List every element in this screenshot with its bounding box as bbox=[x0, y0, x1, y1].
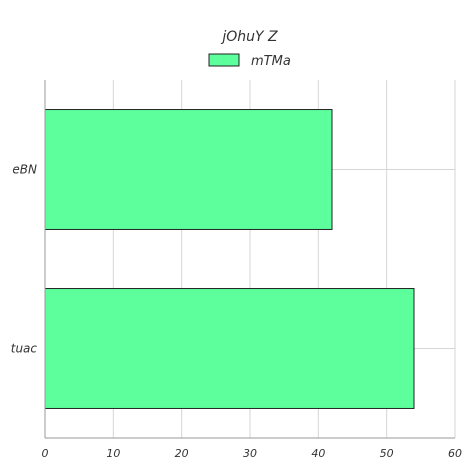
x-tick-label: 30 bbox=[243, 447, 257, 460]
legend: mTMa bbox=[208, 53, 291, 69]
legend-swatch bbox=[208, 53, 240, 67]
bar-eBN bbox=[44, 109, 333, 230]
bars bbox=[44, 109, 415, 409]
x-tick-label: 10 bbox=[106, 447, 120, 460]
x-tick-labels: 0 10 20 30 40 50 60 bbox=[42, 447, 463, 460]
bar-tuac bbox=[44, 288, 415, 409]
x-tick-label: 40 bbox=[311, 447, 325, 460]
y-tick-label: eBN bbox=[12, 163, 37, 177]
axes bbox=[44, 80, 455, 439]
x-tick-label: 20 bbox=[175, 447, 189, 460]
legend-label: mTMa bbox=[251, 54, 291, 69]
y-tick-labels: eBN tuac bbox=[11, 163, 38, 356]
x-tick-label: 0 bbox=[42, 447, 49, 460]
y-tick-label: tuac bbox=[11, 342, 38, 356]
chart-title: jOhuY Z bbox=[220, 29, 278, 45]
x-tick-label: 50 bbox=[380, 447, 394, 460]
x-tick-label: 60 bbox=[448, 447, 462, 460]
